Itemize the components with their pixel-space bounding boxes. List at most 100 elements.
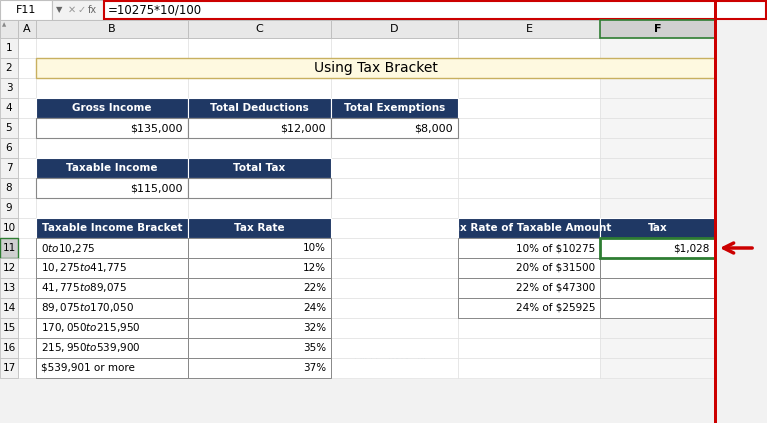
Bar xyxy=(188,238,331,258)
Text: Tax Rate: Tax Rate xyxy=(234,223,285,233)
Text: E: E xyxy=(525,24,532,34)
Bar xyxy=(458,98,600,118)
Bar xyxy=(18,258,36,278)
Text: 1: 1 xyxy=(5,43,12,53)
Bar xyxy=(36,178,188,198)
Bar xyxy=(0,78,18,98)
Bar xyxy=(458,198,600,218)
Bar xyxy=(188,258,331,278)
Bar xyxy=(52,0,104,20)
Bar xyxy=(0,158,18,178)
Bar xyxy=(188,20,331,38)
Bar xyxy=(600,298,715,318)
Bar xyxy=(458,78,600,98)
Text: 12%: 12% xyxy=(303,263,326,273)
Text: Tax Rate of Taxable Amount: Tax Rate of Taxable Amount xyxy=(447,223,611,233)
Text: D: D xyxy=(390,24,399,34)
Bar xyxy=(600,58,715,78)
Bar xyxy=(18,238,36,258)
Bar xyxy=(331,238,458,258)
Text: $170,050 to $215,950: $170,050 to $215,950 xyxy=(41,321,140,335)
Text: 10%: 10% xyxy=(303,243,326,253)
Text: Using Tax Bracket: Using Tax Bracket xyxy=(314,61,437,75)
Bar xyxy=(36,358,188,378)
Text: EXCEL · DATA · BI: EXCEL · DATA · BI xyxy=(354,357,426,366)
Text: $41,775 to $89,075: $41,775 to $89,075 xyxy=(41,281,127,294)
Bar xyxy=(188,298,331,318)
Bar xyxy=(188,78,331,98)
Bar xyxy=(0,238,18,258)
Bar xyxy=(36,278,188,298)
Bar xyxy=(600,98,715,118)
Bar xyxy=(331,258,458,278)
Bar xyxy=(331,338,458,358)
Bar xyxy=(600,138,715,158)
Bar xyxy=(188,178,331,198)
Bar xyxy=(18,338,36,358)
Bar xyxy=(458,218,600,238)
Bar xyxy=(331,178,458,198)
Text: $215,950 to $539,900: $215,950 to $539,900 xyxy=(41,341,140,354)
Text: $135,000: $135,000 xyxy=(130,123,183,133)
Text: $12,000: $12,000 xyxy=(281,123,326,133)
Bar xyxy=(188,98,331,118)
Bar xyxy=(18,118,36,138)
Text: 22% of $47300: 22% of $47300 xyxy=(515,283,595,293)
Bar xyxy=(18,98,36,118)
Bar xyxy=(188,338,331,358)
Bar xyxy=(0,298,18,318)
Bar xyxy=(36,358,188,378)
Bar xyxy=(0,138,18,158)
Bar xyxy=(36,198,188,218)
Bar xyxy=(600,278,715,298)
Text: A: A xyxy=(23,24,31,34)
Bar xyxy=(36,58,715,78)
Bar xyxy=(36,338,188,358)
Bar xyxy=(331,20,458,38)
Bar xyxy=(331,318,458,338)
Bar xyxy=(36,218,188,238)
Text: 2: 2 xyxy=(5,63,12,73)
Text: ✕: ✕ xyxy=(68,5,76,15)
Text: Tax: Tax xyxy=(647,223,667,233)
Bar xyxy=(188,258,331,278)
Bar xyxy=(188,98,331,118)
Bar xyxy=(331,298,458,318)
Text: ▲: ▲ xyxy=(2,22,6,27)
Text: B: B xyxy=(108,24,116,34)
Bar xyxy=(600,238,715,258)
Bar xyxy=(188,138,331,158)
Bar xyxy=(458,298,600,318)
Bar xyxy=(36,258,188,278)
Bar xyxy=(36,138,188,158)
Bar xyxy=(36,78,188,98)
Bar xyxy=(331,218,458,238)
Text: 5: 5 xyxy=(5,123,12,133)
Bar xyxy=(18,138,36,158)
Bar xyxy=(600,278,715,298)
Text: 15: 15 xyxy=(2,323,15,333)
Bar xyxy=(331,98,458,118)
Bar xyxy=(18,358,36,378)
Text: 22%: 22% xyxy=(303,283,326,293)
Bar xyxy=(600,178,715,198)
Text: 11: 11 xyxy=(2,243,15,253)
Text: 3: 3 xyxy=(5,83,12,93)
Bar xyxy=(458,298,600,318)
Text: 24% of $25925: 24% of $25925 xyxy=(515,303,595,313)
Text: Taxable Income: Taxable Income xyxy=(66,163,158,173)
Bar xyxy=(0,338,18,358)
Bar xyxy=(331,98,458,118)
Bar xyxy=(188,218,331,238)
Bar xyxy=(36,278,188,298)
Bar xyxy=(458,278,600,298)
Bar xyxy=(458,338,600,358)
Text: 12: 12 xyxy=(2,263,15,273)
Bar xyxy=(104,0,767,2)
Text: Gross Income: Gross Income xyxy=(72,103,152,113)
Bar xyxy=(458,238,600,258)
Bar xyxy=(331,78,458,98)
Bar xyxy=(0,38,715,378)
Text: 10: 10 xyxy=(2,223,15,233)
Text: 24%: 24% xyxy=(303,303,326,313)
